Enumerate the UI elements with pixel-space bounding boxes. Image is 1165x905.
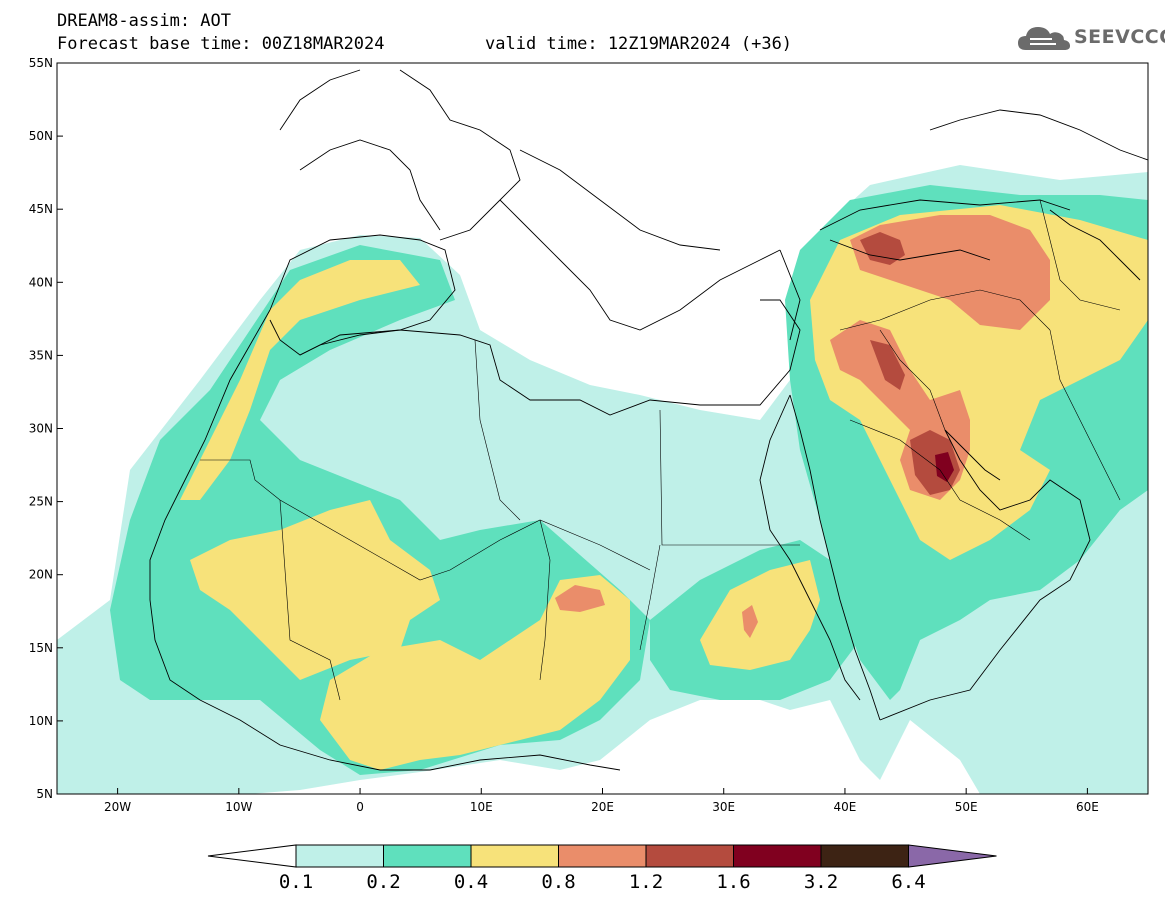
colorbar-label: 0.1 — [278, 871, 314, 893]
lat-tick-label: 55N — [29, 56, 53, 70]
country-borders — [200, 199, 1121, 701]
lon-tick-label: 10W — [225, 800, 252, 814]
lon-tick-label: 50E — [955, 800, 978, 814]
logo-text: SEEVCCC — [1074, 26, 1165, 48]
lat-tick-label: 20N — [29, 568, 53, 582]
lat-axis: 55N 50N 45N 40N 35N 30N 25N 20N 15N 10N 5N — [29, 56, 63, 801]
colorbar-label: 0.4 — [453, 871, 489, 893]
lat-tick-label: 10N — [29, 714, 53, 728]
colorbar-label: 3.2 — [803, 871, 839, 893]
colorbar-max-arrow — [908, 844, 997, 868]
lat-tick-label: 50N — [29, 129, 53, 143]
lat-tick-label: 35N — [29, 348, 53, 362]
cloud-icon — [1018, 27, 1070, 50]
map-title: DREAM8-assim: AOT — [57, 11, 231, 31]
forecast-base-time: Forecast base time: 00Z18MAR2024 — [57, 34, 385, 54]
colorbar-label: 1.6 — [716, 871, 751, 893]
colorbar-label: 0.2 — [366, 871, 401, 893]
colorbar-swatch — [383, 844, 472, 868]
lat-tick-label: 15N — [29, 641, 53, 655]
lon-tick-label: 60E — [1076, 800, 1099, 814]
lon-tick-label: 40E — [834, 800, 857, 814]
aot-band-0.4 — [180, 205, 1148, 770]
lat-tick-label: 45N — [29, 202, 53, 216]
colorbar-label: 0.8 — [541, 871, 576, 893]
valid-time: valid time: 12Z19MAR2024 (+36) — [485, 34, 793, 54]
colorbar-label: 6.4 — [891, 871, 926, 893]
coastlines — [149, 69, 1148, 771]
seevccc-logo: SEEVCCC — [1016, 22, 1165, 56]
colorbar-min-arrow — [207, 844, 297, 868]
lon-tick-label: 20W — [104, 800, 131, 814]
colorbar-swatch — [733, 844, 822, 868]
colorbar-swatch — [295, 844, 384, 868]
colorbar-swatch — [470, 844, 559, 868]
lat-tick-label: 30N — [29, 422, 53, 436]
lat-tick-label: 40N — [29, 275, 53, 289]
aot-band-1.6 — [935, 452, 954, 482]
lon-tick-label: 30E — [712, 800, 735, 814]
lat-tick-label: 5N — [36, 787, 53, 801]
lon-axis: 20W 10W 0 10E 20E 30E 40E 50E 60E — [104, 788, 1099, 814]
colorbar-swatch — [558, 844, 647, 868]
aot-field — [57, 165, 1148, 794]
lon-tick-label: 10E — [470, 800, 493, 814]
colorbar-label: 1.2 — [628, 871, 664, 893]
colorbar-swatch — [820, 844, 909, 868]
lon-tick-label: 0 — [356, 800, 364, 814]
colorbar — [207, 844, 997, 868]
lat-tick-label: 25N — [29, 495, 53, 509]
colorbar-swatch — [645, 844, 734, 868]
lon-tick-label: 20E — [591, 800, 614, 814]
